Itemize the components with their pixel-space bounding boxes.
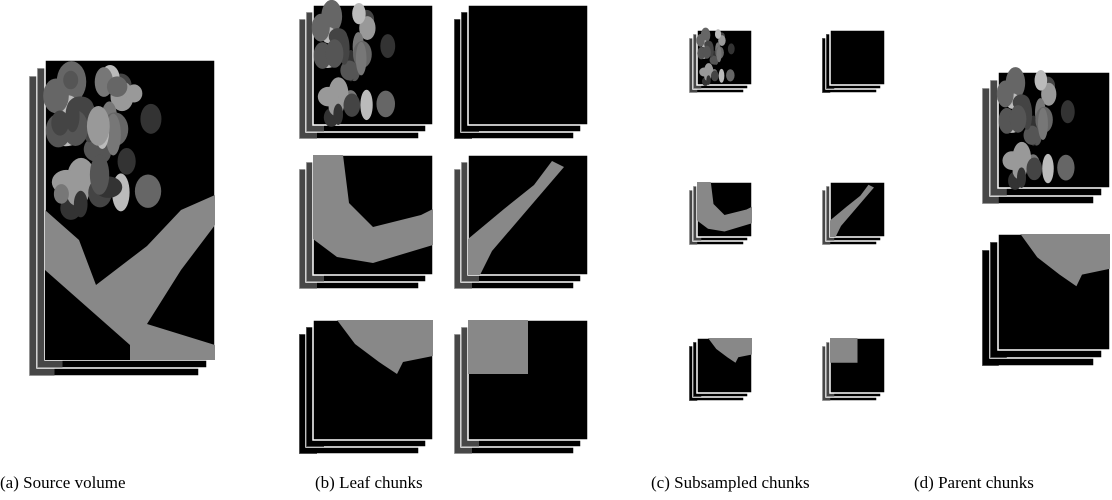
cell <box>728 43 735 54</box>
cell <box>997 80 1014 107</box>
region <box>468 320 528 374</box>
caption: (c) Subsampled chunks <box>651 473 810 492</box>
image-stack <box>822 338 885 401</box>
image-stack <box>822 182 885 245</box>
image-stack <box>299 0 433 139</box>
cell <box>696 34 704 47</box>
cell <box>719 69 725 83</box>
cell <box>356 42 367 75</box>
cell <box>711 71 719 82</box>
cell <box>74 191 88 218</box>
cell <box>65 100 79 132</box>
cell <box>63 71 78 90</box>
cell <box>1042 154 1054 183</box>
caption: (b) Leaf chunks <box>315 473 423 492</box>
image-stack <box>689 182 752 245</box>
cell <box>87 106 110 146</box>
cell <box>318 87 338 106</box>
cell <box>1017 167 1026 188</box>
caption: (d) Parent chunks <box>914 473 1034 492</box>
cell <box>140 104 161 134</box>
cell <box>312 14 330 42</box>
cell <box>726 69 735 81</box>
cell <box>703 46 711 59</box>
image-stack <box>689 28 752 93</box>
cell <box>360 90 372 120</box>
figure-art <box>29 0 1110 454</box>
image-stack <box>454 5 588 139</box>
cell <box>135 174 161 207</box>
cell <box>1003 151 1022 170</box>
cell <box>352 3 365 24</box>
cell <box>1035 70 1048 91</box>
image-stack <box>299 320 433 454</box>
caption: (a) Source volume <box>0 473 126 492</box>
cell <box>715 29 721 39</box>
cell <box>717 47 722 62</box>
cell <box>1010 105 1027 133</box>
image-stack <box>822 30 885 93</box>
image-stack <box>454 320 588 454</box>
cell <box>376 91 395 118</box>
cell <box>1057 155 1074 181</box>
figure: (a) Source volume (b) Leaf chunks (c) Su… <box>0 0 1112 500</box>
cell <box>90 155 109 195</box>
cell <box>1038 108 1048 140</box>
region <box>830 338 858 363</box>
image-stack <box>29 60 215 376</box>
cell <box>118 148 136 175</box>
cell <box>107 76 127 97</box>
cell <box>326 39 344 68</box>
cell <box>54 184 69 204</box>
image-stack <box>689 338 752 401</box>
cell <box>699 68 708 77</box>
image-stack <box>982 234 1110 366</box>
image-stack <box>299 155 433 289</box>
cell <box>333 104 343 125</box>
slice <box>468 5 588 125</box>
slice <box>830 30 885 85</box>
cell <box>344 94 361 117</box>
image-stack <box>454 155 588 289</box>
cell <box>1061 100 1075 123</box>
cell <box>706 75 710 85</box>
image-stack <box>982 67 1110 204</box>
cell <box>126 84 142 102</box>
cell <box>1026 158 1042 181</box>
cell <box>380 34 395 58</box>
